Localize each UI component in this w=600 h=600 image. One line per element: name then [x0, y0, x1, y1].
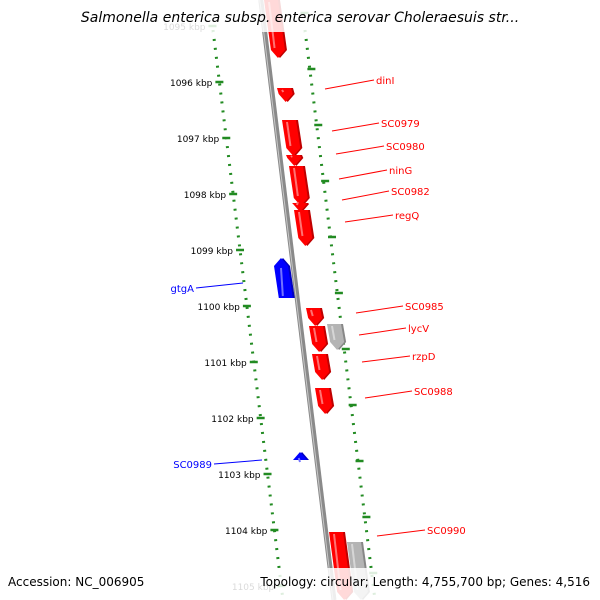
gene-arrow-highlight	[297, 457, 301, 463]
scale-tick-label: 1098 kbp	[184, 191, 227, 201]
gene-leader-line	[344, 214, 394, 223]
scale-tick-label: 1099 kbp	[191, 247, 234, 257]
gene-leader-line	[341, 190, 390, 201]
gene-label-dini: dinI	[376, 76, 394, 87]
gene-arrow	[315, 388, 335, 414]
scale-tick-label: 1097 kbp	[177, 135, 220, 145]
scale-tick-label: 1101 kbp	[204, 359, 247, 369]
gene-leader-line	[358, 327, 407, 336]
scale-tick-label: 1100 kbp	[197, 303, 240, 313]
gene-arrow	[277, 88, 295, 102]
gene-arrow-highlight	[296, 201, 299, 206]
dotted-guide-left	[211, 29, 285, 600]
gene-arrow-highlight	[280, 267, 284, 297]
topology-label: Topology: circular; Length: 4,755,700 bp…	[259, 575, 590, 589]
gene-arrow-highlight	[313, 327, 318, 343]
dotted-guide-right	[303, 29, 377, 600]
pseudo-gene-arrow-body	[327, 324, 345, 350]
gene-arrow-body	[289, 166, 308, 206]
gene-leader-line	[195, 282, 244, 289]
gene-arrow-body	[274, 258, 293, 298]
gene-arrow	[294, 210, 315, 246]
gene-label-regq: regQ	[395, 211, 419, 222]
scale-tick-label: 1103 kbp	[218, 471, 261, 481]
gene-label-sc0985: SC0985	[405, 302, 444, 313]
gene-arrow	[286, 155, 304, 166]
gene-label-sc0990: SC0990	[427, 526, 466, 537]
gene-arrow-body	[277, 88, 293, 102]
gene-arrow-body	[309, 326, 327, 352]
gene-arrow-body	[312, 354, 330, 380]
gene-label-lycv: lycV	[408, 324, 429, 335]
footer-backdrop	[0, 568, 600, 600]
gene-arrow	[306, 308, 325, 326]
gene-arrow	[292, 201, 310, 212]
gene-leader-line	[335, 145, 385, 155]
genes-layer	[264, 0, 370, 600]
gene-label-sc0989: SC0989	[173, 460, 212, 471]
scale-dotted-guides	[211, 29, 377, 600]
gene-leader-line	[364, 390, 413, 399]
gene-arrow	[312, 354, 332, 380]
gene-leader-line	[331, 122, 380, 132]
gene-label-sc0979: SC0979	[381, 119, 420, 130]
gene-leader-line	[361, 355, 411, 363]
gene-arrow-highlight	[310, 309, 314, 317]
gene-arrow-highlight	[286, 121, 292, 147]
gene-label-gtga: gtgA	[171, 284, 195, 295]
gene-label-sc0980: SC0980	[386, 142, 425, 153]
gene-arrow-body	[293, 452, 308, 460]
gene-arrow-body	[306, 308, 323, 326]
gene-leader-line	[355, 305, 404, 314]
scale-tick-label: 1102 kbp	[211, 415, 254, 425]
gene-arrow	[293, 452, 310, 463]
scale-tick-label: 1096 kbp	[170, 79, 213, 89]
title-backdrop	[0, 0, 600, 32]
gene-arrow-body	[315, 388, 333, 414]
gene-arrow	[282, 120, 303, 156]
gene-arrow-highlight	[319, 389, 324, 405]
gene-leader-line	[213, 459, 263, 465]
gene-label-sc0982: SC0982	[391, 187, 430, 198]
gene-leader-line	[338, 169, 388, 180]
gene-arrow-body	[286, 155, 302, 166]
gene-arrow-highlight	[316, 355, 321, 371]
pseudo-gene-arrow	[327, 324, 347, 350]
map-title: Salmonella enterica subsp. enterica sero…	[81, 10, 519, 26]
gene-arrow	[274, 258, 295, 298]
genome-backbone	[258, 0, 337, 600]
gene-arrow-highlight	[281, 89, 285, 93]
gene-leader-line	[376, 529, 426, 537]
scale-tick-label: 1104 kbp	[225, 527, 268, 537]
gene-leader-line	[324, 79, 375, 90]
pseudo-gene-arrow-highlight	[331, 325, 336, 341]
gene-arrow-body	[294, 210, 313, 246]
gene-arrow-body	[292, 203, 308, 212]
gene-label-rzpd: rzpD	[412, 352, 436, 363]
gene-arrow-body	[282, 120, 301, 156]
gene-arrow-highlight	[290, 155, 293, 158]
gene-labels-layer: dinI SC0979 SC0980 ninG SC0982 regQ SC0985 lycV…	[171, 76, 466, 537]
gene-arrow-highlight	[293, 167, 299, 197]
genome-backbone-highlight	[259, 0, 334, 600]
accession-label: Accession: NC_006905	[8, 575, 144, 589]
gene-arrow	[309, 326, 329, 352]
gene-arrow-highlight	[298, 211, 304, 237]
gene-label-sc0988: SC0988	[414, 387, 453, 398]
gene-label-ning: ninG	[389, 166, 412, 177]
gene-arrow	[289, 166, 310, 206]
